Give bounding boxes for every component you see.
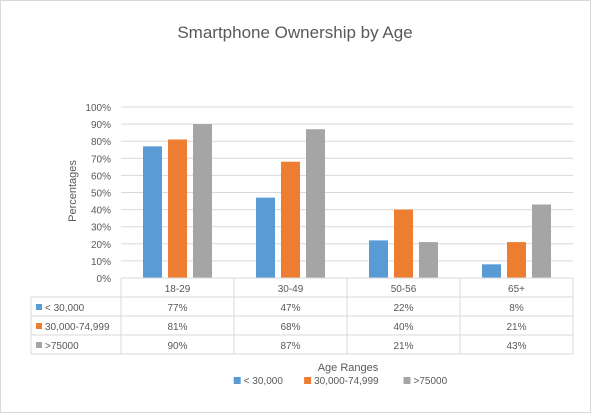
bar [419,242,438,278]
bar [369,240,388,278]
y-axis-ticks: 0% 10% 20% 30% 40% 50% 60% 70% 80% 90% 100% [85,103,111,285]
bar [193,124,212,278]
bars [143,124,551,278]
y-axis-label: Percentages [67,160,79,222]
y-tick-label: 50% [91,189,111,200]
table-cell: 90% [167,341,187,352]
legend: < 30,000 30,000-74,999 >75000 [233,376,448,387]
bar [281,161,300,278]
table-cell: 47% [280,303,300,314]
y-tick-label: 0% [97,274,112,285]
bar [507,242,526,278]
table-cell: 21% [393,341,413,352]
y-tick-label: 70% [91,154,111,165]
legend-label: >75000 [414,376,448,387]
bar [143,146,162,278]
x-tick-label: 50-56 [391,284,417,295]
x-tick-label: 65+ [508,284,525,295]
legend-key [233,377,241,384]
table-cell: 43% [506,341,526,352]
bar [394,209,413,278]
gridlines [121,106,573,279]
y-tick-label: 40% [91,206,111,217]
bar [168,139,187,278]
table-cell: 68% [280,322,300,333]
bar [256,197,275,278]
bar [482,264,501,278]
table-cell: 8% [509,303,524,314]
table-cell: 21% [506,322,526,333]
x-tick-label: 30-49 [278,284,304,295]
table-series-name: >75000 [45,341,79,352]
table-cell: 77% [167,303,187,314]
y-tick-label: 10% [91,257,111,268]
table-cell: 81% [167,322,187,333]
y-tick-label: 20% [91,240,111,251]
table-legend-key [36,323,42,329]
y-tick-label: 80% [91,137,111,148]
data-table: 18-29 30-49 50-56 65+ < 30,000 77% 47% 22% 8% 30,… [30,277,574,355]
table-legend-key [36,342,42,348]
table-series-name: < 30,000 [45,303,85,314]
x-axis-label: Age Ranges [318,362,379,374]
table-cell: 22% [393,303,413,314]
table-series-name: 30,000-74,999 [45,322,110,333]
table-cell: 40% [393,322,413,333]
legend-label: 30,000-74,999 [314,376,379,387]
table-legend-key [36,304,42,310]
y-tick-label: 60% [91,171,111,182]
x-tick-label: 18-29 [165,284,191,295]
bar [532,204,551,278]
legend-key [403,377,411,384]
y-tick-label: 90% [91,120,111,131]
y-tick-label: 30% [91,223,111,234]
table-cell: 87% [280,341,300,352]
legend-key [304,377,312,384]
legend-label: < 30,000 [244,376,284,387]
y-tick-label: 100% [85,103,111,114]
chart-title: Smartphone Ownership by Age [177,23,412,42]
bar [306,129,325,278]
